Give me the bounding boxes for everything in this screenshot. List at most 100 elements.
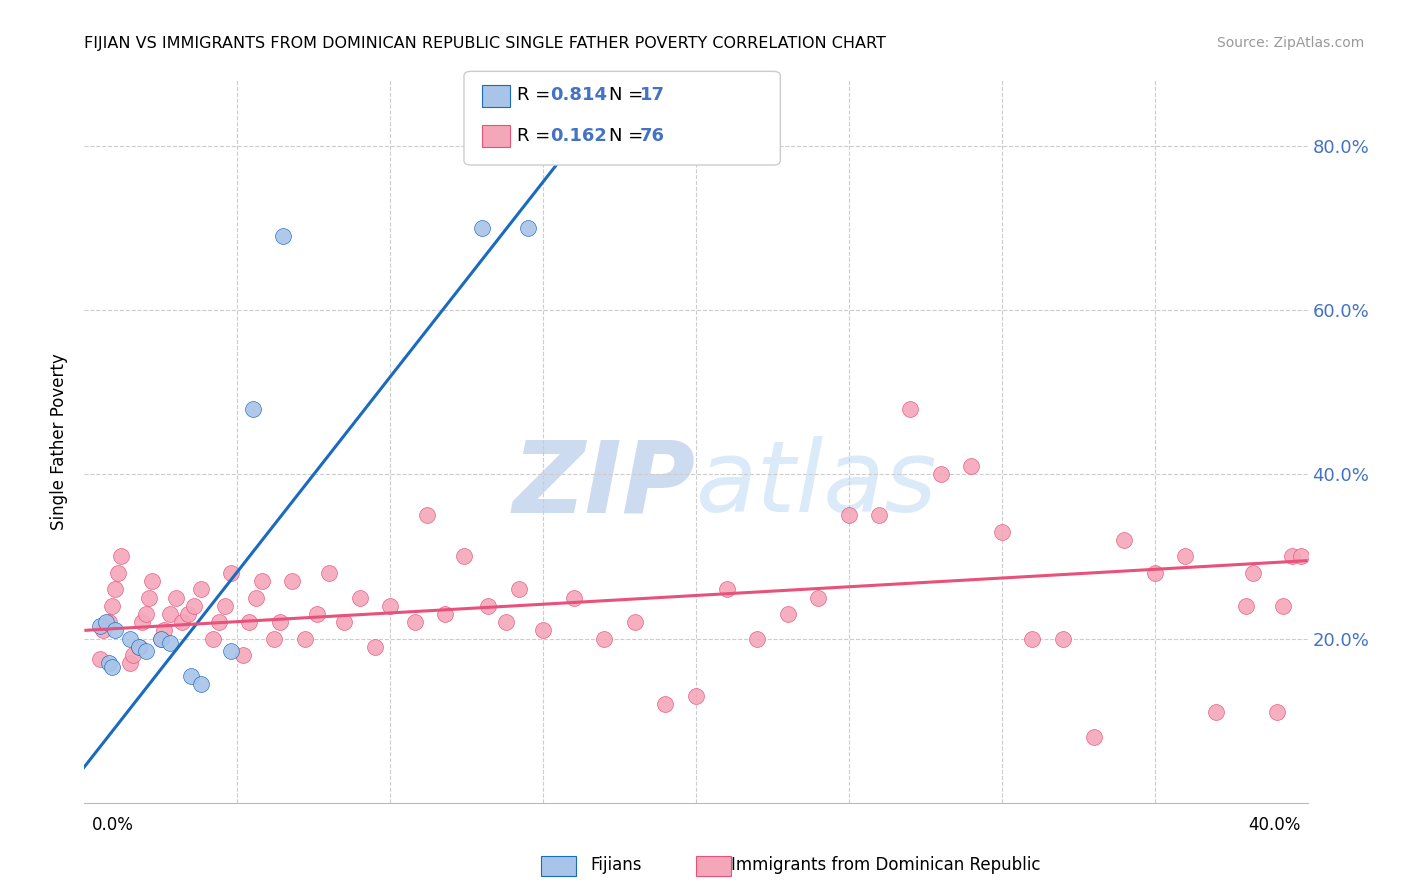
Point	[1052, 632, 1074, 646]
Point	[120, 657, 142, 671]
Point	[232, 648, 254, 662]
Point	[1281, 549, 1303, 564]
Point	[747, 632, 769, 646]
Point	[97, 657, 120, 671]
Point	[1291, 549, 1313, 564]
Point	[242, 401, 264, 416]
Point	[250, 574, 273, 588]
Point	[1236, 599, 1258, 613]
Text: 0.814: 0.814	[550, 87, 607, 104]
Point	[593, 632, 616, 646]
Point	[624, 615, 647, 630]
Point	[180, 668, 202, 682]
Text: R =: R =	[517, 87, 557, 104]
Point	[128, 640, 150, 654]
Point	[190, 582, 212, 597]
Point	[214, 599, 236, 613]
Point	[135, 644, 157, 658]
Point	[107, 566, 129, 580]
Text: 40.0%: 40.0%	[1249, 816, 1301, 834]
Point	[991, 524, 1014, 539]
Point	[380, 599, 402, 613]
Point	[208, 615, 231, 630]
Point	[869, 508, 891, 523]
Point	[159, 636, 181, 650]
Point	[101, 599, 124, 613]
Point	[183, 599, 205, 613]
Point	[1174, 549, 1197, 564]
Point	[898, 401, 921, 416]
Point	[245, 591, 267, 605]
Point	[562, 591, 585, 605]
Point	[404, 615, 426, 630]
Point	[531, 624, 554, 638]
Text: Fijians: Fijians	[591, 856, 643, 874]
Text: 0.0%: 0.0%	[91, 816, 134, 834]
Text: atlas: atlas	[696, 436, 938, 533]
Point	[1083, 730, 1105, 744]
Text: N =: N =	[609, 128, 648, 145]
Text: Source: ZipAtlas.com: Source: ZipAtlas.com	[1216, 36, 1364, 50]
Point	[1205, 706, 1227, 720]
Point	[685, 689, 707, 703]
Point	[104, 624, 127, 638]
Text: FIJIAN VS IMMIGRANTS FROM DOMINICAN REPUBLIC SINGLE FATHER POVERTY CORRELATION C: FIJIAN VS IMMIGRANTS FROM DOMINICAN REPU…	[84, 36, 886, 51]
Point	[219, 644, 242, 658]
Point	[149, 632, 172, 646]
Text: R =: R =	[517, 128, 557, 145]
Point	[177, 607, 200, 621]
Point	[149, 632, 172, 646]
Point	[508, 582, 530, 597]
Point	[110, 549, 132, 564]
Y-axis label: Single Father Poverty: Single Father Poverty	[51, 353, 69, 530]
Text: 0.162: 0.162	[550, 128, 606, 145]
Point	[960, 459, 983, 474]
Point	[104, 582, 127, 597]
Point	[364, 640, 387, 654]
Point	[294, 632, 316, 646]
Point	[1241, 566, 1264, 580]
Point	[495, 615, 517, 630]
Point	[131, 615, 153, 630]
Point	[1114, 533, 1136, 547]
Point	[97, 615, 120, 630]
Text: 76: 76	[640, 128, 665, 145]
Point	[838, 508, 860, 523]
Text: ZIP: ZIP	[513, 436, 696, 533]
Point	[153, 624, 176, 638]
Point	[333, 615, 356, 630]
Point	[190, 677, 212, 691]
Point	[219, 566, 242, 580]
Point	[165, 591, 187, 605]
Point	[1143, 566, 1166, 580]
Point	[305, 607, 328, 621]
Point	[807, 591, 830, 605]
Point	[159, 607, 181, 621]
Point	[281, 574, 304, 588]
Point	[122, 648, 145, 662]
Point	[263, 632, 285, 646]
Point	[416, 508, 439, 523]
Point	[91, 624, 114, 638]
Text: 17: 17	[640, 87, 665, 104]
Point	[271, 229, 294, 244]
Point	[94, 615, 117, 630]
Point	[201, 632, 224, 646]
Point	[141, 574, 163, 588]
Point	[318, 566, 340, 580]
Point	[120, 632, 142, 646]
Point	[135, 607, 157, 621]
Point	[776, 607, 799, 621]
Point	[1021, 632, 1043, 646]
Point	[1272, 599, 1295, 613]
Point	[101, 660, 124, 674]
Point	[269, 615, 291, 630]
Point	[654, 698, 676, 712]
Point	[516, 221, 538, 235]
Point	[477, 599, 499, 613]
Point	[89, 619, 111, 633]
Point	[453, 549, 475, 564]
Text: Immigrants from Dominican Republic: Immigrants from Dominican Republic	[731, 856, 1040, 874]
Point	[138, 591, 160, 605]
Point	[471, 221, 494, 235]
